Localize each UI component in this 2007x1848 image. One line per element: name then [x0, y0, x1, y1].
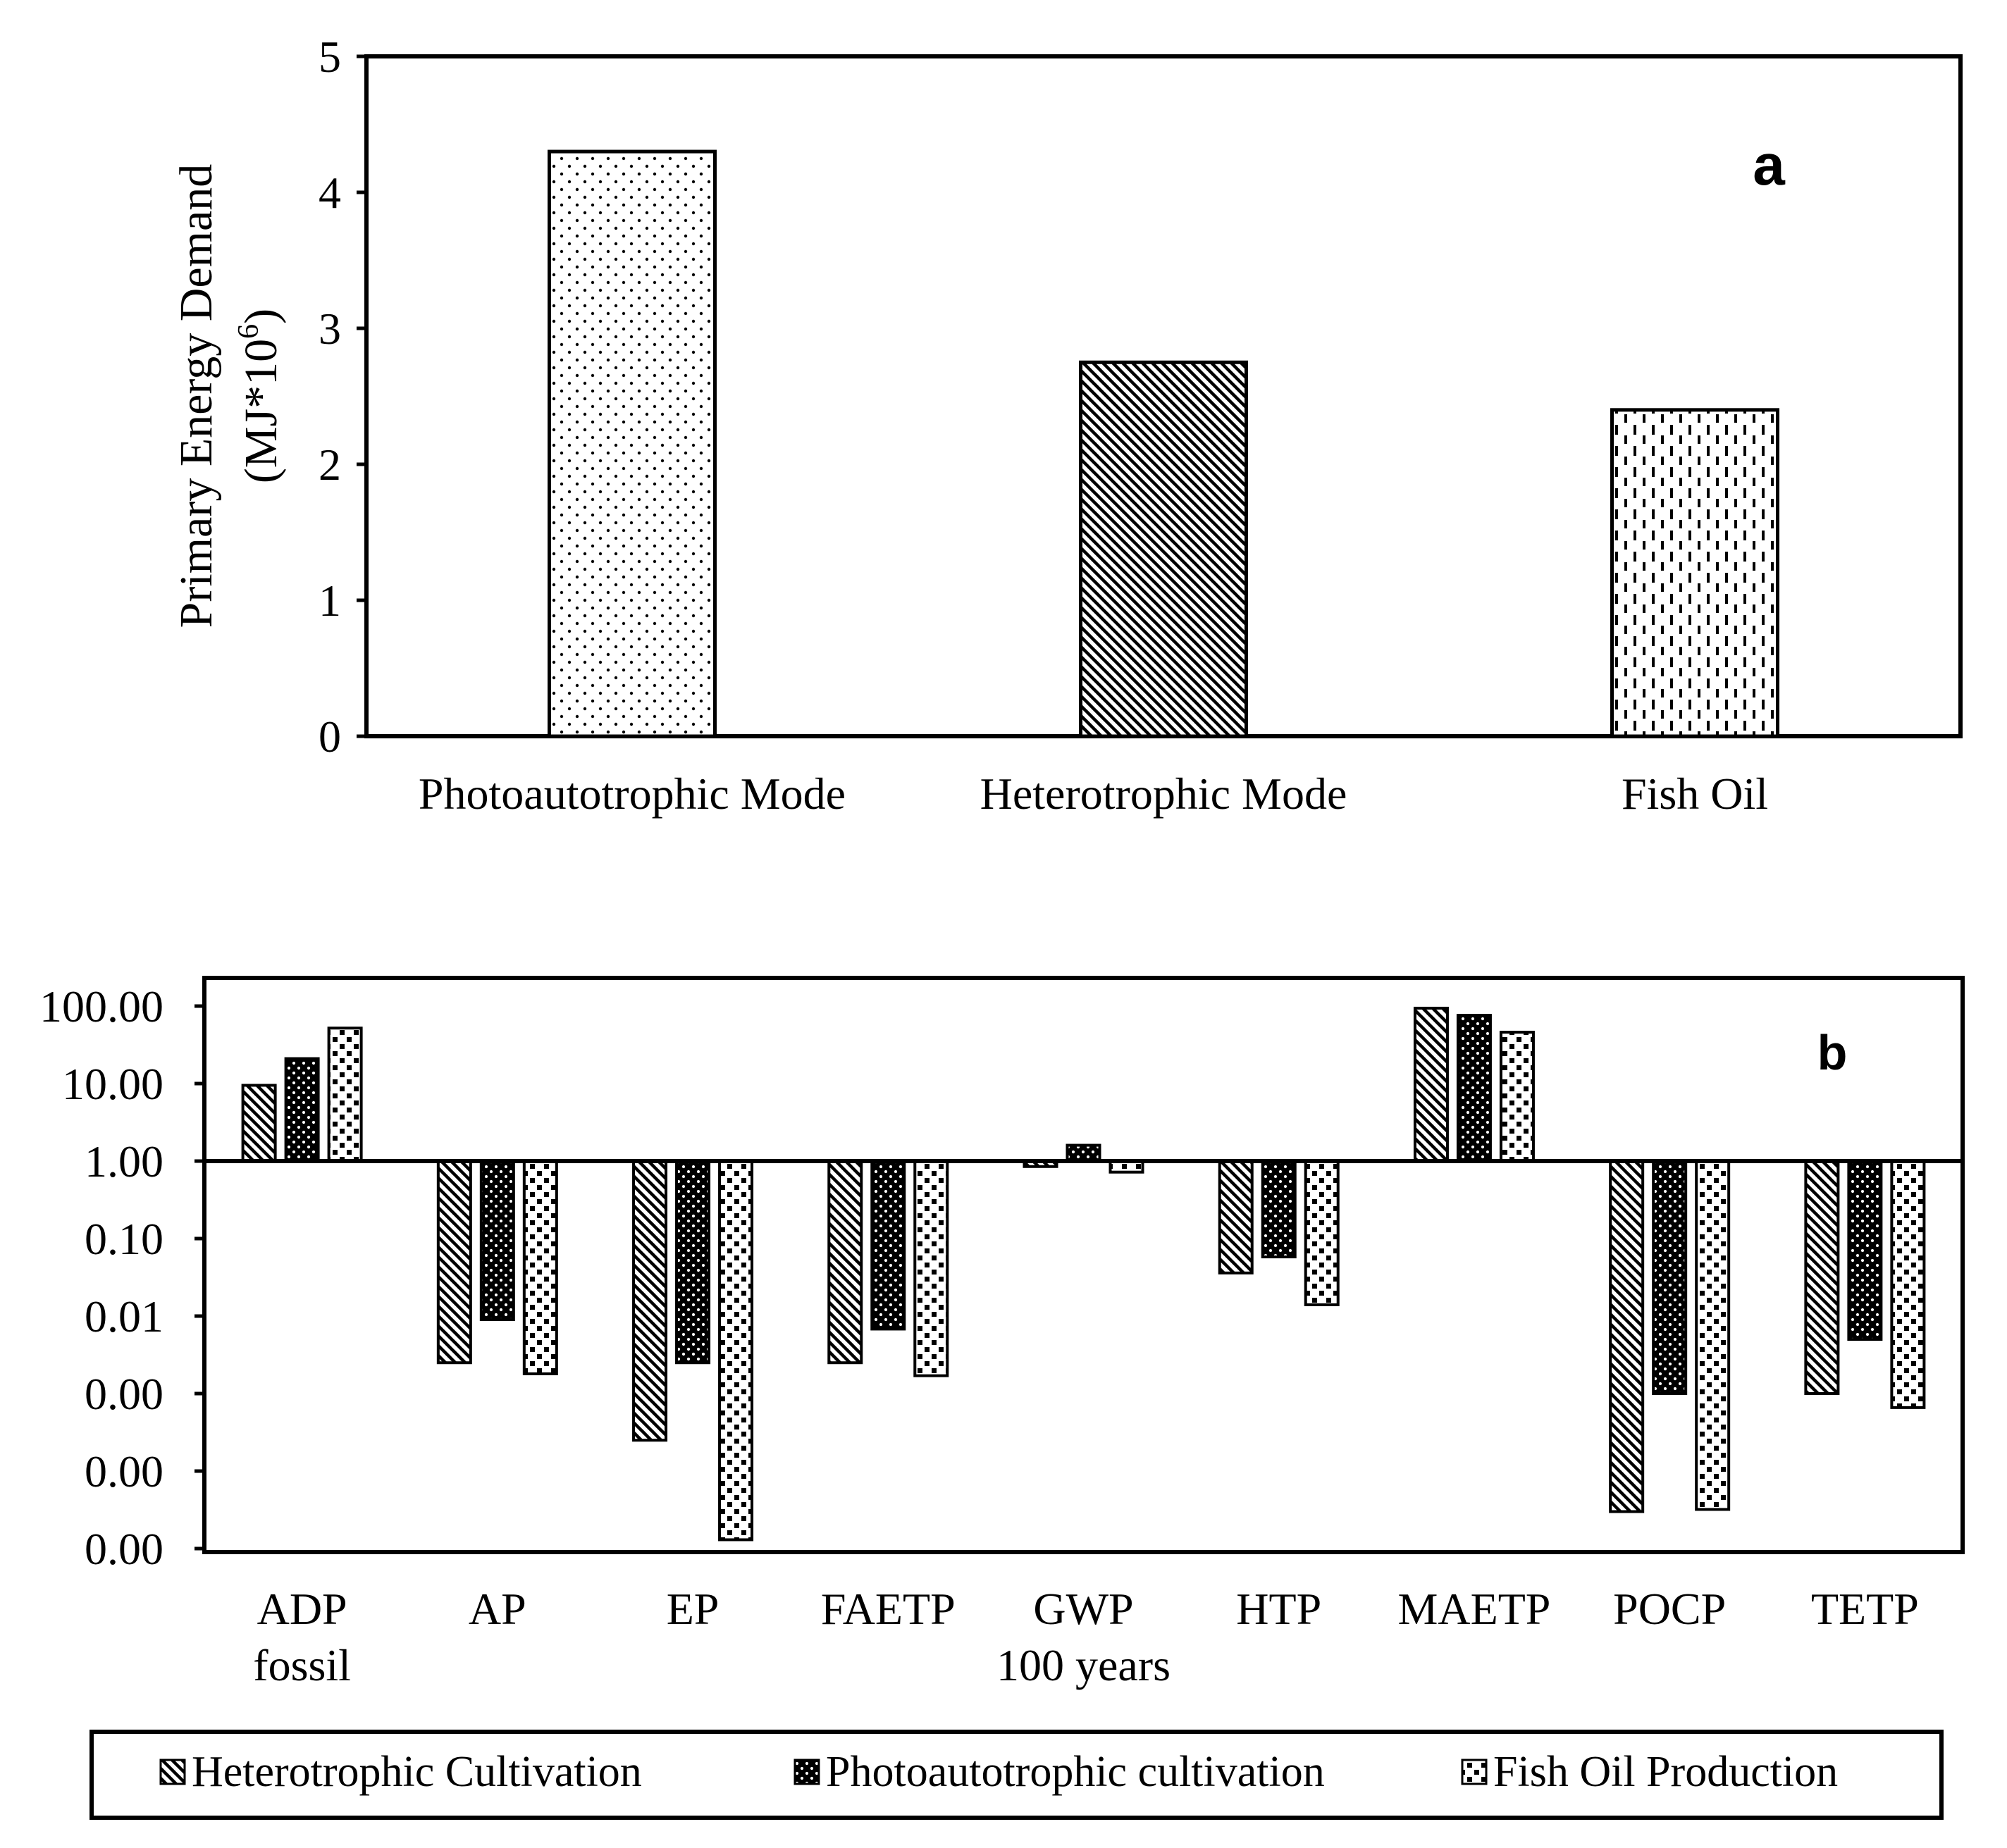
panel-a-letter: a — [1753, 133, 1786, 197]
panel-b-bar — [522, 1160, 558, 1375]
panel-a-bar — [1079, 360, 1248, 738]
panel-b-bar — [1609, 1160, 1645, 1513]
panel-b-xtick-label-line2: fossil — [253, 1640, 351, 1690]
panel-b-xtick-label: MAETP — [1397, 1584, 1550, 1634]
panel-b-bar — [718, 1160, 754, 1542]
panel-b-bar — [1304, 1160, 1340, 1306]
panel-a-ytick-label: 0 — [319, 712, 341, 762]
panel-b-xtick-label: GWP — [1033, 1584, 1133, 1634]
panel-b-bar — [1890, 1160, 1926, 1409]
panel-b-chart: 0.00 0.00 0.00 0.01 0.10 1.00 10.00 100.00 ADP f… — [39, 976, 1965, 1690]
panel-b-ytick-label: 10.00 — [62, 1059, 163, 1109]
legend-frame — [89, 1730, 1944, 1820]
panel-b-bar — [632, 1160, 668, 1442]
panel-b-bar — [327, 1027, 363, 1162]
panel-b-bar — [1218, 1160, 1254, 1275]
panel-b-ytick-label: 1.00 — [85, 1136, 163, 1186]
panel-a-chart: 0 1 2 3 4 5 Photoautotrophic Mode Heterotrophi… — [171, 32, 1963, 819]
panel-a-ytick-label: 4 — [319, 168, 341, 218]
legend-swatch-fish-oil — [1461, 1759, 1488, 1785]
panel-b-bar — [1804, 1160, 1840, 1395]
panel-b-xtick-label: EP — [667, 1584, 720, 1634]
panel-b-bar — [241, 1084, 277, 1163]
panel-b-bar — [870, 1160, 906, 1331]
panel-b-bar — [1456, 1014, 1492, 1162]
panel-a-xtick-label: Heterotrophic Mode — [980, 769, 1347, 819]
panel-b-xtick-label-line2: 100 years — [996, 1640, 1171, 1690]
legend-label-heterotrophic: Heterotrophic Cultivation — [192, 1748, 642, 1796]
panel-a-ylabel-line2: (MJ*106) — [233, 309, 287, 483]
panel-b-plot-frame — [202, 976, 1965, 1554]
panel-b-ytick-label: 0.01 — [85, 1291, 163, 1341]
legend-label-photoautotrophic: Photoautotrophic cultivation — [826, 1748, 1325, 1796]
panel-a-ytick-label: 3 — [319, 304, 341, 354]
panel-b-ytick-label: 0.10 — [85, 1214, 163, 1264]
panel-b-bar — [1847, 1160, 1883, 1341]
panel-a-ylabel-line1: Primary Energy Demand — [171, 164, 222, 628]
legend-swatch-photoautotrophic — [793, 1759, 820, 1785]
panel-b-ytick-label: 100.00 — [39, 981, 163, 1031]
panel-b-ytick-label: 0.00 — [85, 1446, 163, 1496]
panel-b-xtick-label: FAETP — [821, 1584, 956, 1634]
panel-b-bar — [1695, 1160, 1731, 1511]
panel-b-letter: b — [1817, 1025, 1848, 1080]
panel-a-xtick-label: Fish Oil — [1622, 769, 1768, 819]
panel-b-bar — [1261, 1160, 1297, 1259]
panel-b-bar — [479, 1160, 515, 1322]
panel-b-ytick-label: 0.00 — [85, 1524, 163, 1574]
panel-a-bar — [548, 149, 717, 738]
panel-b-bar — [1066, 1143, 1101, 1162]
panel-a-bar — [1610, 408, 1779, 738]
panel-b-bar — [1413, 1006, 1449, 1162]
panel-b-bar — [284, 1057, 320, 1163]
panel-a-ytick-label: 5 — [319, 32, 341, 82]
panel-a-xtick-label: Photoautotrophic Mode — [419, 769, 846, 819]
legend-swatch-heterotrophic — [159, 1759, 186, 1785]
panel-a-ytick-label: 2 — [319, 440, 341, 490]
panel-b-xtick-label: AP — [469, 1584, 526, 1634]
panel-b-bar — [675, 1160, 711, 1365]
panel-b-xtick-label: POCP — [1613, 1584, 1726, 1634]
panel-b-bar — [1499, 1031, 1535, 1163]
panel-a-ytick-label: 1 — [319, 576, 341, 626]
panel-b-bar — [436, 1160, 472, 1365]
panel-b-xtick-label: TETP — [1811, 1584, 1919, 1634]
panel-b-bar — [1652, 1160, 1688, 1395]
legend-label-fish-oil: Fish Oil Production — [1493, 1748, 1838, 1796]
legend: Heterotrophic Cultivation Photoautotroph… — [89, 1730, 1944, 1820]
panel-b-ytick-label: 0.00 — [85, 1369, 163, 1419]
panel-b-xtick-label: ADP — [257, 1584, 347, 1634]
panel-b-bar — [913, 1160, 949, 1377]
panel-b-bar — [827, 1160, 863, 1365]
panel-b-xtick-label: HTP — [1236, 1584, 1321, 1634]
